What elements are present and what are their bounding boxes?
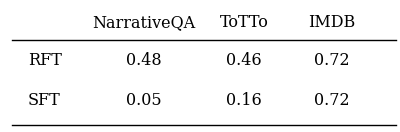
- Text: RFT: RFT: [28, 52, 62, 69]
- Text: 0.05: 0.05: [126, 92, 162, 109]
- Text: 0.46: 0.46: [226, 52, 262, 69]
- Text: 0.72: 0.72: [314, 52, 350, 69]
- Text: 0.48: 0.48: [126, 52, 162, 69]
- Text: 0.16: 0.16: [226, 92, 262, 109]
- Text: ToTTo: ToTTo: [220, 14, 268, 31]
- Text: NarrativeQA: NarrativeQA: [92, 14, 196, 31]
- Text: SFT: SFT: [28, 92, 61, 109]
- Text: 0.72: 0.72: [314, 92, 350, 109]
- Text: IMDB: IMDB: [308, 14, 356, 31]
